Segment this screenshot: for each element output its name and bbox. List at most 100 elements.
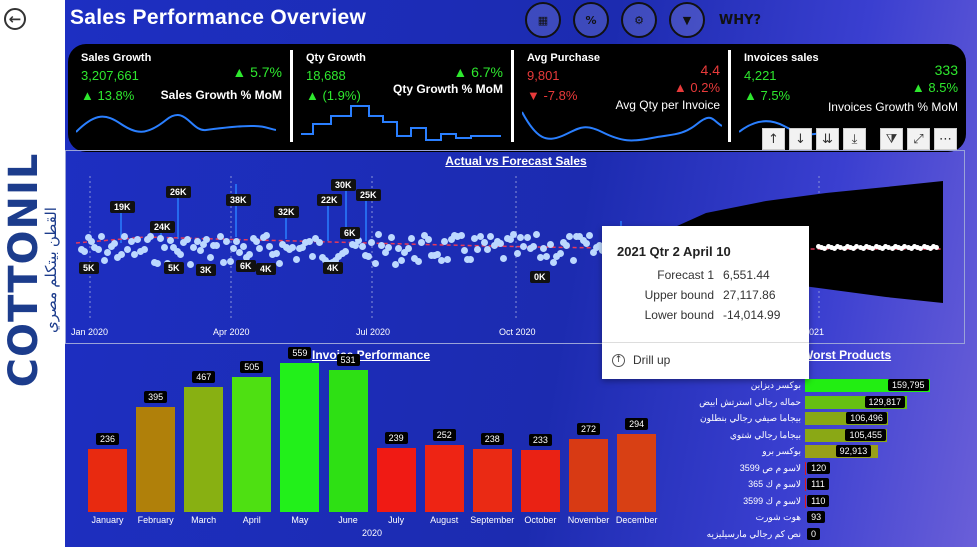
expand-all-icon[interactable]: ⤓ — [843, 128, 866, 150]
data-point — [460, 247, 468, 255]
drill-down-icon[interactable]: ↓ — [789, 128, 812, 150]
peak-label: 22K — [317, 194, 342, 206]
forecast-point — [822, 246, 828, 251]
worst-product-row[interactable]: لاسو م ك 3599 110 — [665, 494, 965, 510]
expand-next-level-icon[interactable]: ⇊ — [816, 128, 839, 150]
data-point — [272, 250, 280, 258]
tooltip-key: Upper bound — [644, 288, 714, 302]
bar-category-label: July — [388, 515, 405, 525]
report-icon[interactable]: ▦ — [525, 2, 561, 38]
bar-category-label: May — [291, 515, 309, 525]
filter-icon[interactable]: ⧩ — [880, 128, 903, 150]
worst-product-row[interactable]: بوكسر برو 92,913 — [665, 444, 965, 460]
invoice-bar-chart[interactable]: 236 January 395 February 467 March 505 April 559… — [65, 346, 665, 547]
worst-product-row[interactable]: نص كم رجالي مارسيليزيه 0 — [665, 527, 965, 543]
more-options-icon[interactable]: ⋯ — [934, 128, 957, 150]
peak-label: 6K — [340, 227, 360, 239]
bar[interactable] — [424, 444, 464, 512]
kpi-qty-growth[interactable]: Qty Growth 18,688 ▲ (1.9%) ▲ 6.7% Qty Gr… — [293, 44, 511, 148]
bar[interactable] — [136, 406, 176, 512]
bar[interactable] — [376, 448, 416, 512]
bar[interactable] — [472, 448, 512, 512]
forecast-point — [934, 245, 940, 250]
data-point — [97, 233, 105, 241]
why-icon[interactable]: WHY? — [718, 12, 762, 28]
kpi-mom-change: ▲ 0.2% — [673, 80, 720, 95]
kpi-growth: ▲ 7.5% — [744, 88, 791, 103]
data-point — [447, 236, 455, 244]
data-points — [66, 151, 966, 345]
worst-product-row[interactable]: بيجاما رجالي شتوي 105,455 — [665, 428, 965, 444]
bar[interactable] — [232, 377, 272, 512]
worst-product-row[interactable]: بوكسر ديزاين 159,795 — [665, 378, 965, 394]
focus-mode-icon[interactable]: ⤢ — [907, 128, 930, 150]
data-point — [104, 248, 112, 256]
forecast-point — [825, 244, 831, 249]
product-name: بيجاما صيفي رجالي بنطلون — [700, 413, 801, 423]
bar[interactable] — [569, 439, 608, 512]
bar[interactable] — [617, 433, 657, 512]
funnel-icon[interactable]: ▼ — [669, 2, 705, 38]
bar-category-label: December — [615, 515, 658, 525]
data-point — [289, 244, 297, 252]
bar-value-label: 238 — [480, 432, 504, 445]
data-point — [160, 244, 168, 252]
drill-up-button[interactable]: ↑ Drill up — [612, 353, 670, 367]
data-point — [305, 238, 313, 246]
trough-label: 0K — [530, 271, 550, 283]
worst-product-row[interactable]: لاسو م ك 365 111 — [665, 477, 965, 493]
worst-product-row[interactable]: بيجاما صيفي رجالي بنطلون 106,496 — [665, 411, 965, 427]
tooltip-value: -14,014.99 — [723, 308, 781, 322]
data-point — [480, 239, 488, 247]
data-point — [540, 244, 547, 252]
kpi-caption: Sales Growth % MoM — [160, 88, 282, 102]
data-point — [342, 247, 349, 255]
back-arrow-icon[interactable]: ← — [4, 8, 26, 30]
kpi-name: Avg Purchase — [527, 52, 600, 64]
kpi-sales-growth[interactable]: Sales Growth 3,207,661 ▲ 13.8% ▲ 5.7% Sa… — [68, 44, 290, 148]
kpi-avg-purchase[interactable]: Avg Purchase 9,801 ▼ -7.8% 4.4 ▲ 0.2% Av… — [514, 44, 728, 148]
data-point — [586, 231, 594, 239]
data-point — [226, 257, 234, 265]
growth-icon[interactable]: ⚙ — [621, 2, 657, 38]
bar-category-label: September — [470, 515, 515, 525]
bar-value-label: 120 — [807, 461, 831, 474]
sidebar: ← COTTONIL القطن بيتكلم مصري — [0, 0, 65, 547]
data-point — [315, 239, 323, 247]
trough-label: 4K — [256, 263, 276, 275]
bar-value-label: 395 — [144, 390, 168, 403]
tooltip-value: 6,551.44 — [723, 268, 770, 282]
bar[interactable] — [520, 449, 560, 512]
bar[interactable] — [184, 387, 224, 512]
bar-category-label: June — [338, 515, 358, 525]
kpi-divider — [728, 50, 731, 142]
product-name: حماله رجالي استرتش ابيض — [699, 396, 801, 407]
forecast-point — [931, 244, 937, 249]
drill-up-icon[interactable]: ↑ — [762, 128, 785, 150]
worst-product-row[interactable]: حماله رجالي استرتش ابيض 129,817 — [665, 395, 965, 411]
kpi-invoices-sales[interactable]: Invoices sales 4,221 ▲ 7.5% 333 ▲ 8.5% I… — [731, 44, 966, 148]
bar-category-label: March — [191, 515, 217, 525]
bar[interactable] — [328, 370, 368, 512]
forecast-point — [912, 244, 917, 249]
forecast-chart[interactable]: Actual vs Forecast Sales — [65, 150, 965, 344]
forecast-point — [924, 245, 930, 250]
data-point — [120, 233, 128, 241]
x-tick: Apr 2020 — [213, 327, 250, 337]
bar[interactable] — [88, 449, 127, 512]
data-point — [252, 237, 260, 245]
kpi-mom: 4.4 — [700, 62, 720, 78]
bar-category-label: April — [242, 515, 261, 525]
worst-product-row[interactable]: هوت شورت 93 — [665, 510, 965, 526]
forecast-point — [848, 245, 853, 250]
bar[interactable] — [280, 362, 320, 512]
dashboard-canvas: Sales Performance Overview ▦ % ⚙ ▼ WHY? … — [65, 0, 977, 547]
discount-icon[interactable]: % — [573, 2, 609, 38]
forecast-point — [828, 245, 834, 250]
data-point — [309, 253, 316, 261]
kpi-growth: ▲ 13.8% — [81, 88, 135, 103]
worst-product-row[interactable]: لاسو م ص 3599 120 — [665, 461, 965, 477]
data-point — [312, 234, 320, 242]
bar-value-label: 236 — [96, 433, 120, 446]
data-point — [520, 243, 528, 251]
